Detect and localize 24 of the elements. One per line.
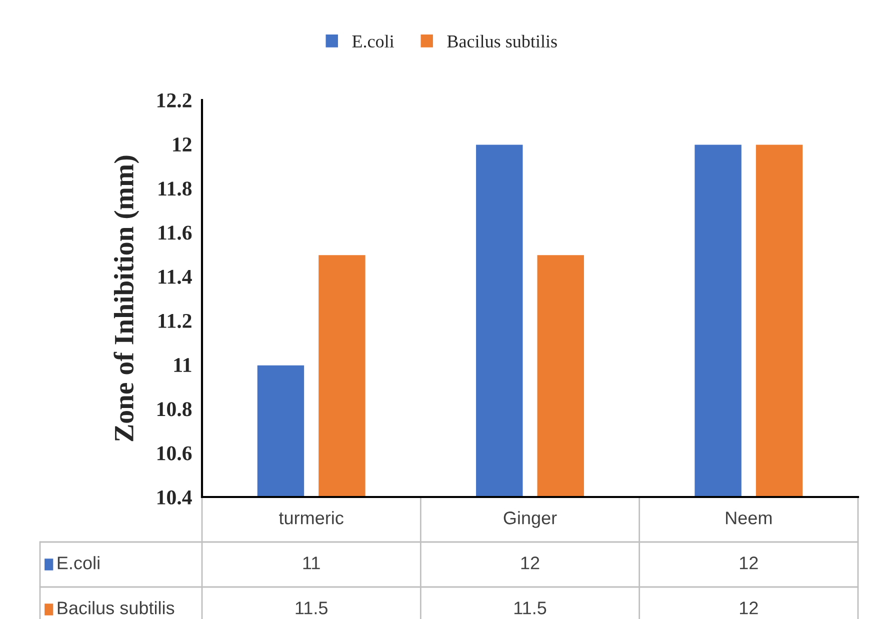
data-label: 12 (521, 556, 540, 570)
y-tick-label: 11.8 (158, 182, 192, 196)
legend-label: Bacilus subtilis (447, 34, 557, 48)
y-tick-label: 11.4 (158, 270, 192, 284)
y-tick-label: 10.6 (157, 446, 192, 460)
legend-label: E.coli (352, 34, 394, 48)
y-tick-label: 10.4 (157, 490, 192, 505)
x-tick-label: Ginger (504, 511, 557, 528)
text: E.coli (58, 556, 100, 570)
y-tick-label: 10.8 (157, 402, 192, 416)
data-label: 12 (740, 556, 758, 570)
y-axis-title: Zone of Inhibition (mm) (114, 156, 140, 442)
y-tick-label: 12.2 (157, 93, 192, 108)
data-label: 12 (740, 602, 758, 614)
data-label: 11 (303, 556, 320, 570)
y-tick-label: 12 (173, 138, 192, 152)
y-tick-label: 11.6 (158, 226, 192, 240)
y-tick-label: 11.2 (158, 314, 192, 328)
data-label: 11.5 (296, 602, 328, 614)
x-tick-label: Neem (726, 512, 772, 524)
data-label: 11.5 (514, 602, 546, 614)
x-tick-label: turmeric (279, 511, 344, 524)
text: Bacilus subtilis (58, 601, 174, 614)
y-tick-label: 11 (174, 358, 192, 372)
